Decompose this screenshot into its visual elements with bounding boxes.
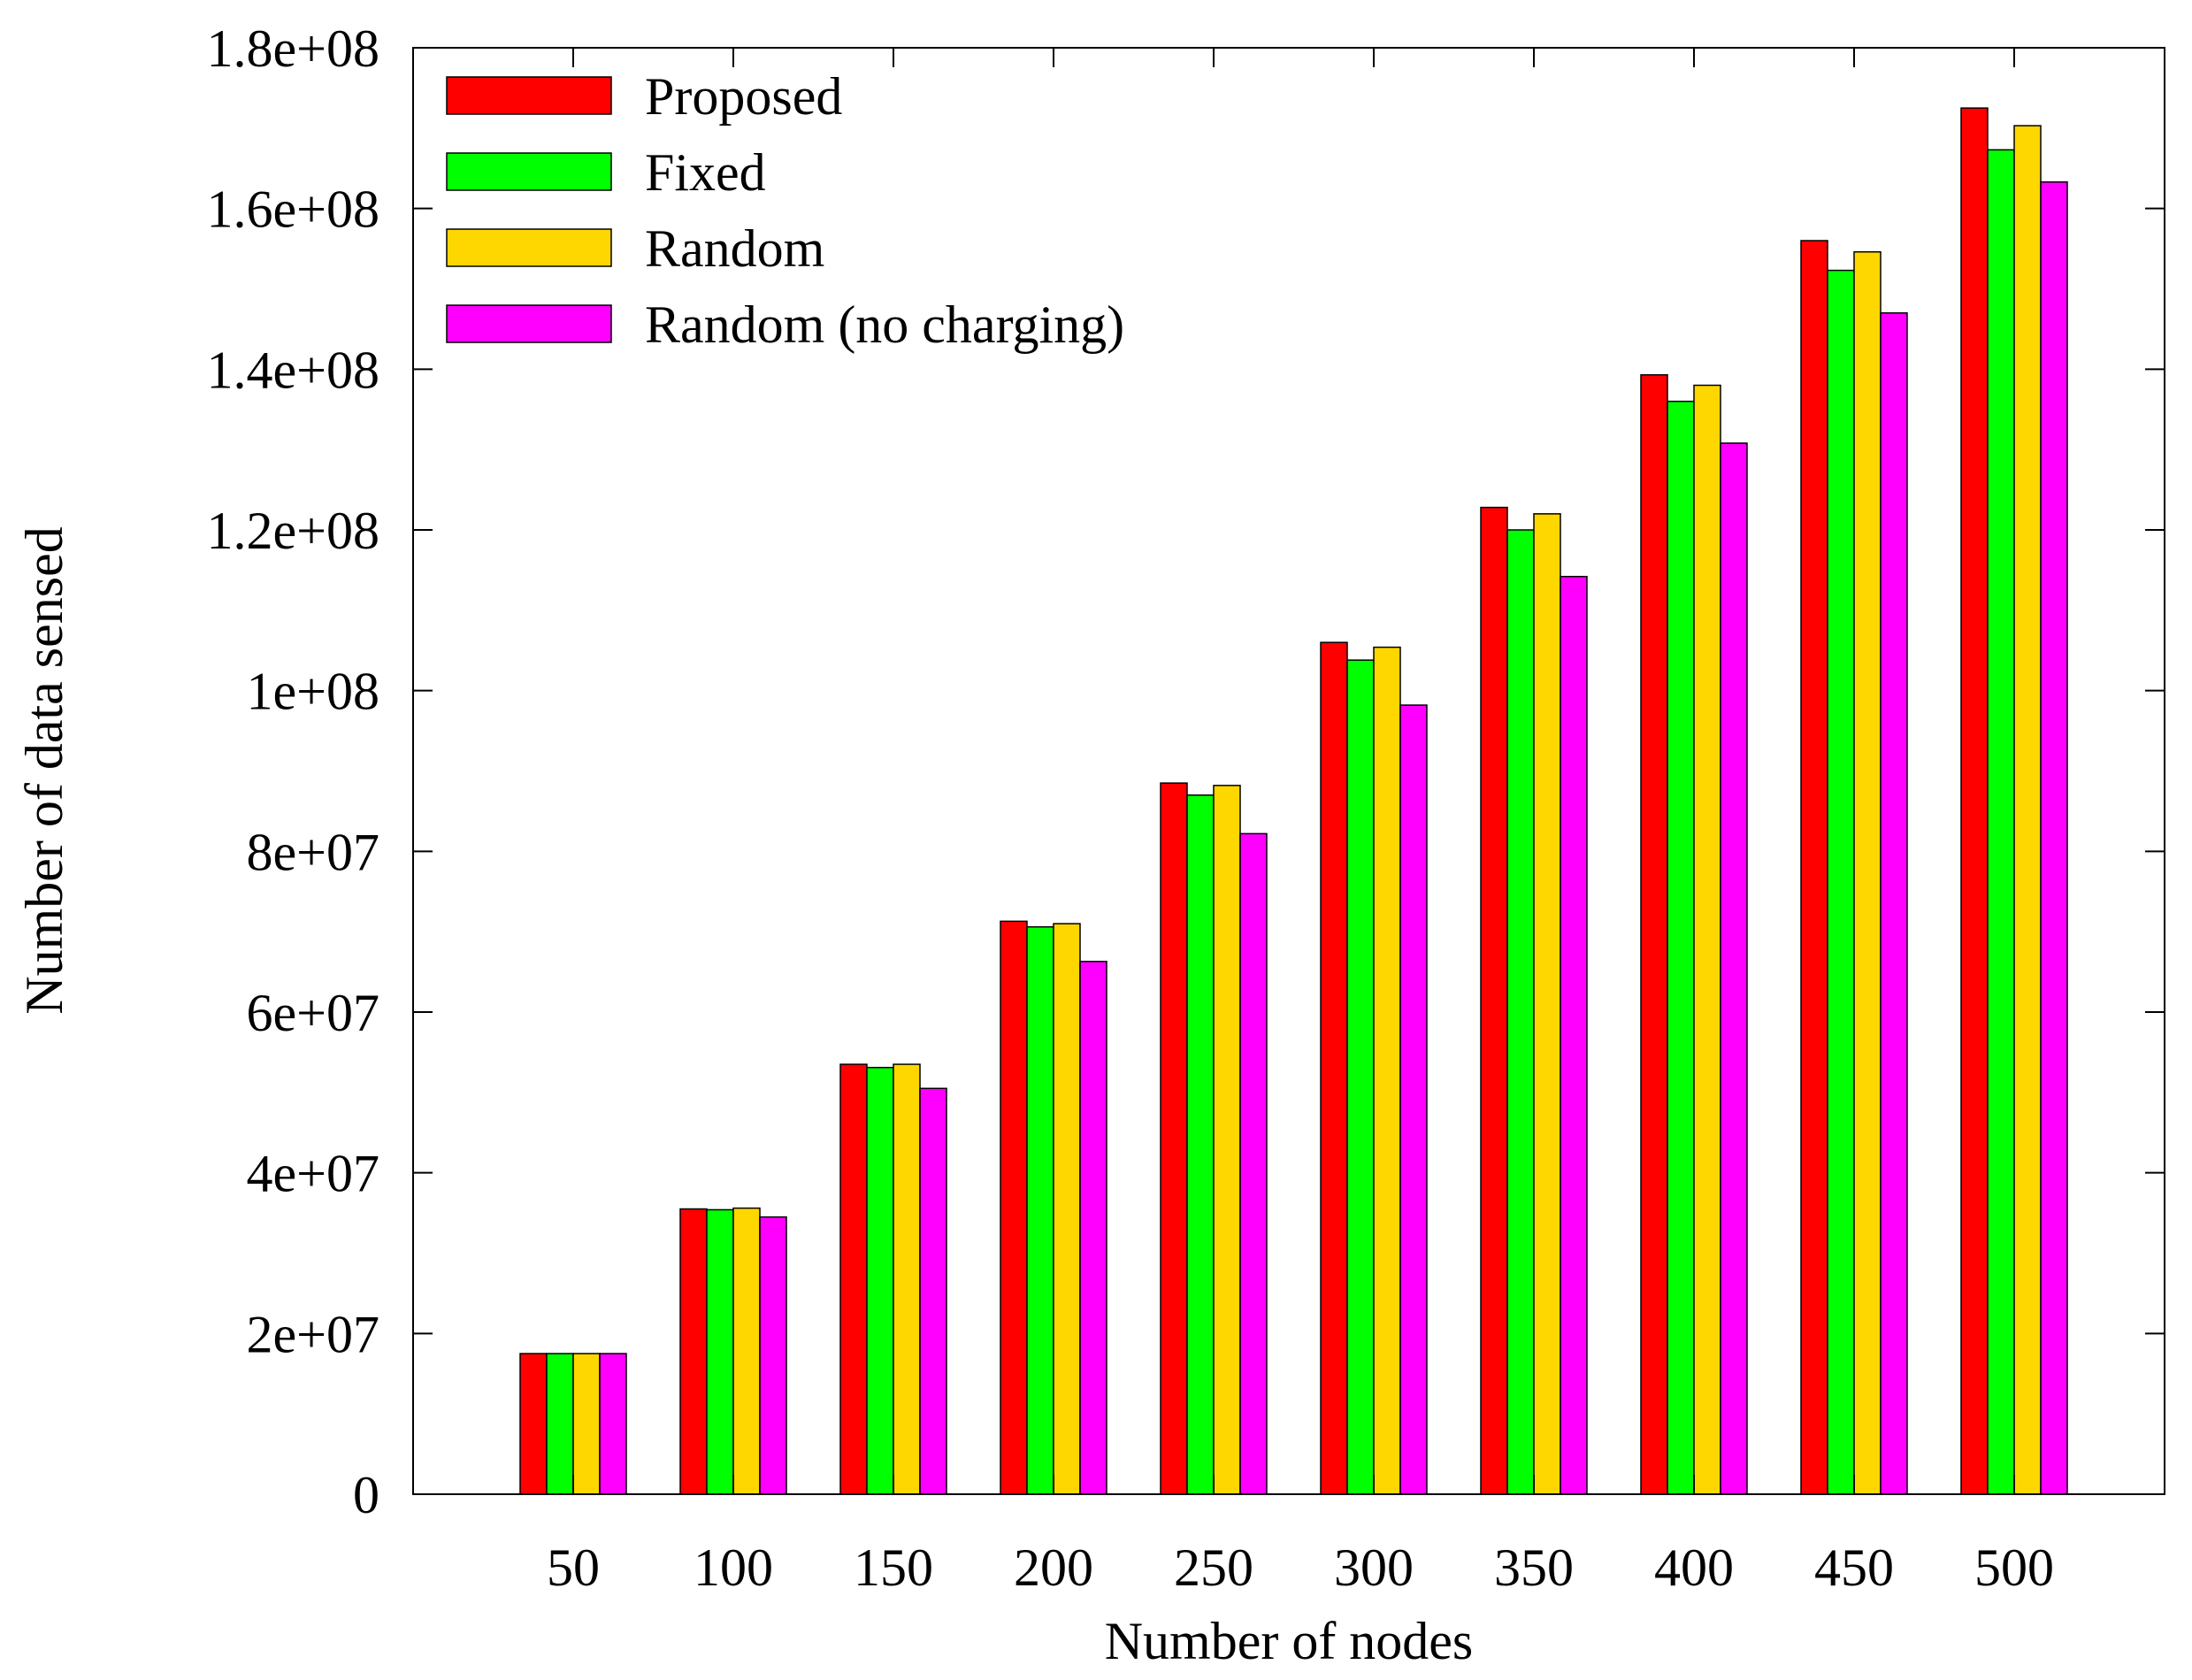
y-tick-label: 6e+07	[247, 984, 379, 1042]
bar-random-no-charging-500	[2040, 180, 2068, 1495]
bar-random-100	[732, 1207, 761, 1495]
x-tick-label: 250	[1174, 1538, 1253, 1597]
bar-fixed-450	[1827, 269, 1855, 1495]
legend-label: Proposed	[645, 67, 842, 126]
y-tick-label: 1.8e+08	[207, 19, 379, 78]
bars-layer	[519, 107, 2068, 1495]
bar-random-500	[2013, 125, 2042, 1495]
bar-proposed-200	[1000, 920, 1028, 1495]
bar-fixed-500	[1987, 149, 2015, 1495]
bar-random-400	[1693, 384, 1721, 1495]
x-tick-label: 400	[1654, 1538, 1734, 1597]
legend: Proposed Fixed Random Random (no charging)	[446, 67, 1124, 354]
legend-label: Fixed	[645, 143, 766, 202]
bar-fixed-350	[1506, 529, 1535, 1495]
bar-fixed-100	[706, 1208, 734, 1495]
legend-swatch	[446, 76, 612, 115]
bar-fixed-400	[1667, 400, 1695, 1495]
bar-fixed-250	[1186, 794, 1215, 1495]
bar-random-no-charging-100	[759, 1216, 787, 1495]
bar-fixed-200	[1026, 925, 1054, 1495]
bar-proposed-450	[1800, 240, 1828, 1495]
bar-random-no-charging-250	[1239, 832, 1268, 1495]
bar-proposed-500	[1960, 107, 1989, 1495]
bar-proposed-100	[679, 1208, 708, 1495]
x-tick-label: 50	[547, 1538, 600, 1597]
legend-label: Random	[645, 219, 824, 278]
bar-proposed-350	[1480, 506, 1508, 1495]
x-tick-label: 100	[694, 1538, 773, 1597]
bar-random-250	[1213, 785, 1241, 1495]
legend-swatch	[446, 228, 612, 267]
bar-fixed-50	[546, 1353, 574, 1495]
y-tick-label: 1.4e+08	[207, 341, 379, 399]
legend-swatch	[446, 152, 612, 191]
bar-random-450	[1853, 250, 1882, 1495]
legend-label: Random (no charging)	[645, 295, 1124, 354]
x-tick-label: 500	[1974, 1538, 2054, 1597]
bar-fixed-300	[1346, 659, 1375, 1495]
y-tick-label: 0	[353, 1466, 379, 1524]
ticks-layer: 0 2e+07 4e+07 6e+07 8e+07 1e+08 1.2e+08 1.4e+08…	[207, 19, 2165, 1597]
bar-random-150	[893, 1063, 921, 1495]
bar-random-no-charging-150	[919, 1087, 947, 1495]
bar-random-no-charging-300	[1399, 704, 1428, 1495]
y-tick-label: 8e+07	[247, 823, 379, 881]
bar-fixed-150	[866, 1066, 894, 1495]
bar-random-350	[1533, 513, 1561, 1495]
y-axis-title: Number of data sensed	[15, 526, 73, 1014]
x-axis-title: Number of nodes	[1105, 1612, 1474, 1670]
y-tick-label: 1.6e+08	[207, 180, 379, 239]
x-tick-label: 200	[1014, 1538, 1093, 1597]
bar-proposed-400	[1640, 373, 1668, 1495]
bar-random-no-charging-400	[1720, 442, 1748, 1495]
bar-random-200	[1053, 923, 1081, 1495]
bar-random-no-charging-50	[599, 1353, 627, 1495]
y-tick-label: 2e+07	[247, 1305, 379, 1363]
x-tick-label: 300	[1334, 1538, 1414, 1597]
x-tick-label: 450	[1814, 1538, 1894, 1597]
y-tick-label: 1e+08	[247, 663, 379, 721]
x-tick-label: 350	[1494, 1538, 1574, 1597]
bar-random-no-charging-350	[1560, 575, 1588, 1495]
bar-random-50	[572, 1353, 601, 1495]
bar-proposed-150	[839, 1063, 868, 1495]
bar-proposed-250	[1160, 782, 1188, 1495]
bar-random-no-charging-450	[1880, 312, 1908, 1495]
legend-swatch	[446, 304, 612, 343]
x-tick-label: 150	[854, 1538, 933, 1597]
bar-random-no-charging-200	[1079, 961, 1107, 1495]
plot-frame	[412, 47, 2165, 1495]
y-tick-label: 4e+07	[247, 1145, 379, 1203]
bar-proposed-50	[519, 1353, 548, 1495]
y-tick-label: 1.2e+08	[207, 502, 379, 560]
bar-proposed-300	[1320, 641, 1348, 1495]
bar-random-300	[1373, 646, 1401, 1495]
